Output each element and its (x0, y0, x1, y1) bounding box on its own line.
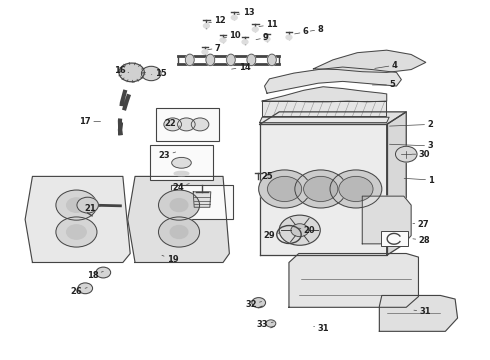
Text: 16: 16 (114, 66, 129, 75)
Text: 32: 32 (245, 300, 262, 309)
Circle shape (202, 50, 208, 54)
Circle shape (268, 176, 302, 202)
Text: 25: 25 (257, 172, 273, 181)
Text: 4: 4 (375, 61, 397, 70)
Text: 21: 21 (84, 204, 101, 213)
Ellipse shape (174, 171, 189, 176)
Text: 8: 8 (310, 25, 323, 34)
Circle shape (291, 224, 309, 237)
Polygon shape (362, 196, 411, 244)
Text: 26: 26 (71, 287, 87, 296)
Text: 23: 23 (159, 151, 175, 160)
Polygon shape (262, 87, 387, 102)
Text: 17: 17 (79, 117, 100, 126)
Circle shape (295, 170, 346, 208)
Circle shape (164, 118, 181, 131)
Text: 27: 27 (413, 220, 429, 229)
Circle shape (78, 283, 93, 294)
Text: 33: 33 (257, 320, 273, 329)
Polygon shape (289, 253, 418, 307)
Polygon shape (387, 112, 406, 255)
Circle shape (191, 118, 209, 131)
Circle shape (259, 170, 311, 208)
Bar (150, 145, 213, 180)
Circle shape (279, 215, 320, 245)
Circle shape (56, 217, 97, 247)
Circle shape (286, 35, 292, 40)
Bar (171, 185, 233, 219)
Text: 15: 15 (151, 69, 167, 78)
Ellipse shape (268, 54, 276, 66)
Text: 12: 12 (209, 16, 226, 25)
Text: 22: 22 (165, 119, 180, 128)
Circle shape (252, 27, 258, 32)
Text: 2: 2 (390, 120, 433, 129)
Polygon shape (260, 117, 389, 123)
Text: 10: 10 (224, 31, 241, 40)
Polygon shape (260, 112, 406, 125)
Polygon shape (379, 296, 458, 331)
Text: 11: 11 (259, 20, 278, 29)
Polygon shape (128, 176, 229, 262)
Circle shape (220, 38, 226, 42)
Text: 5: 5 (372, 81, 395, 90)
Text: 31: 31 (314, 324, 329, 333)
Text: 20: 20 (299, 226, 315, 235)
Ellipse shape (226, 54, 235, 66)
Text: 9: 9 (256, 33, 269, 42)
Circle shape (395, 146, 417, 162)
Ellipse shape (185, 54, 194, 66)
Circle shape (96, 267, 111, 278)
Polygon shape (193, 192, 211, 207)
Circle shape (142, 66, 161, 81)
Text: 3: 3 (390, 141, 433, 150)
Ellipse shape (206, 54, 215, 66)
Text: 28: 28 (413, 236, 430, 245)
Bar (381, 231, 408, 246)
Ellipse shape (172, 157, 191, 168)
Ellipse shape (247, 54, 256, 66)
Text: 19: 19 (162, 255, 178, 264)
Circle shape (67, 198, 86, 212)
Circle shape (67, 225, 86, 239)
Text: 30: 30 (412, 150, 430, 159)
Circle shape (170, 226, 188, 238)
Text: 7: 7 (208, 44, 220, 53)
Circle shape (119, 63, 145, 82)
Polygon shape (260, 125, 387, 255)
Text: 29: 29 (264, 231, 280, 240)
Circle shape (231, 15, 237, 20)
Circle shape (159, 217, 199, 247)
Text: 6: 6 (294, 27, 309, 36)
Text: 14: 14 (232, 63, 250, 72)
Circle shape (203, 24, 209, 28)
Polygon shape (25, 176, 130, 262)
Circle shape (266, 320, 276, 327)
Text: 18: 18 (87, 270, 103, 279)
Circle shape (159, 190, 199, 220)
Circle shape (330, 170, 382, 208)
Circle shape (77, 197, 98, 213)
Circle shape (252, 298, 266, 308)
Circle shape (177, 118, 195, 131)
Text: 24: 24 (172, 183, 189, 192)
Text: 13: 13 (237, 8, 254, 17)
Bar (156, 108, 219, 140)
Polygon shape (314, 50, 426, 72)
Text: 1: 1 (404, 176, 434, 185)
Circle shape (304, 176, 338, 202)
Circle shape (242, 40, 248, 44)
Circle shape (170, 199, 188, 212)
Polygon shape (265, 67, 401, 93)
Text: 31: 31 (414, 307, 431, 316)
Circle shape (264, 37, 270, 41)
Circle shape (339, 176, 373, 202)
Polygon shape (262, 101, 386, 116)
Circle shape (56, 190, 97, 220)
